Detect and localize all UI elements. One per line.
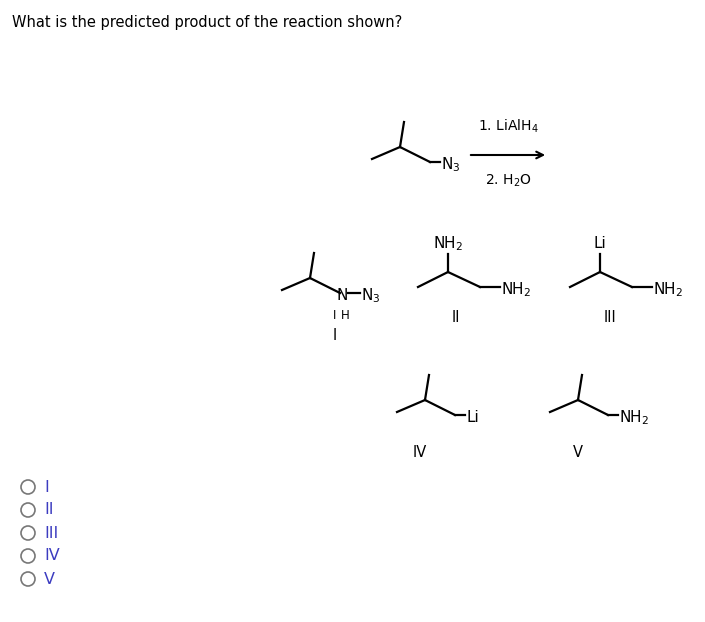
Text: IV: IV — [44, 549, 60, 564]
Text: NH$_2$: NH$_2$ — [501, 281, 531, 299]
Text: Li: Li — [466, 411, 479, 425]
Text: N$_3$: N$_3$ — [441, 156, 460, 174]
Text: What is the predicted product of the reaction shown?: What is the predicted product of the rea… — [12, 15, 403, 30]
Text: I: I — [44, 480, 49, 494]
Text: 2. H$_2$O: 2. H$_2$O — [484, 173, 532, 190]
Text: V: V — [44, 572, 55, 587]
Text: V: V — [573, 445, 583, 460]
Text: IV: IV — [413, 445, 427, 460]
Text: III: III — [44, 526, 59, 541]
Text: III: III — [603, 310, 616, 325]
Text: I: I — [333, 328, 337, 343]
Text: NH$_2$: NH$_2$ — [619, 409, 649, 427]
Text: II: II — [44, 503, 54, 518]
Text: 1. LiAlH$_4$: 1. LiAlH$_4$ — [478, 118, 539, 135]
Text: N$_3$: N$_3$ — [361, 287, 381, 305]
Text: II: II — [452, 310, 460, 325]
Text: NH$_2$: NH$_2$ — [653, 281, 683, 299]
Text: H: H — [341, 309, 350, 322]
Text: NH$_2$: NH$_2$ — [433, 234, 463, 253]
Text: N: N — [336, 287, 348, 302]
Text: Li: Li — [594, 236, 606, 251]
Text: I: I — [333, 309, 337, 322]
